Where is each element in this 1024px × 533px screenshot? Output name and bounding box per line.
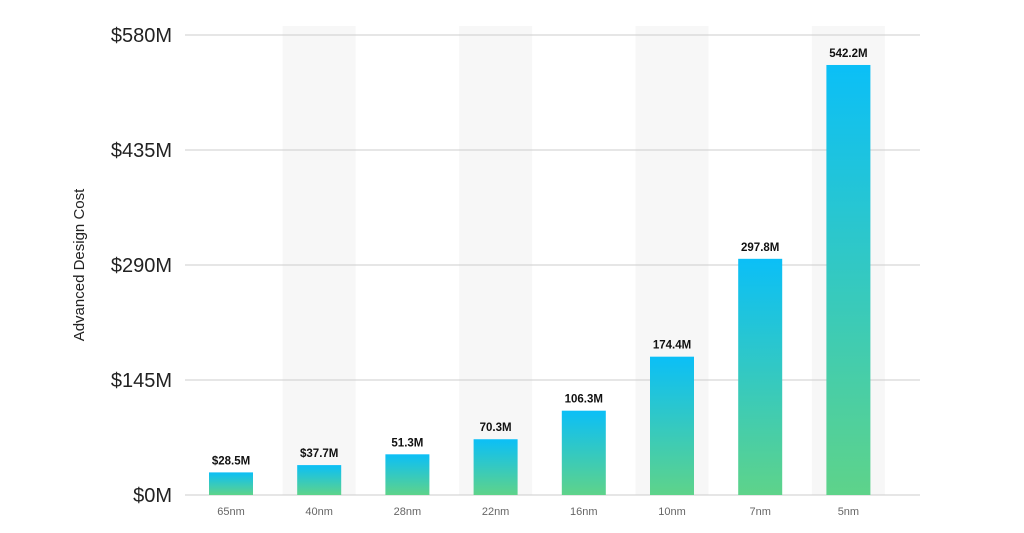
- x-tick-label: 22nm: [482, 506, 510, 518]
- data-label: 70.3M: [480, 422, 512, 434]
- bar: [738, 258, 783, 495]
- gridlines: [185, 34, 920, 496]
- data-label: $28.5M: [212, 455, 250, 467]
- x-axis-ticks: 65nm 40nm 28nm 22nm 16nm 10nm 7nm 5nm: [217, 506, 859, 518]
- y-axis-title: Advanced Design Cost: [71, 188, 88, 341]
- bar: [297, 465, 342, 495]
- bar: [826, 64, 871, 495]
- x-tick-label: 10nm: [658, 506, 686, 518]
- data-label: 106.3M: [565, 394, 603, 406]
- bar: [561, 410, 606, 495]
- data-label: 51.3M: [391, 437, 423, 449]
- y-axis-ticks: $0M $145M $290M $435M $580M: [111, 25, 172, 507]
- data-label: $37.7M: [300, 448, 338, 460]
- y-tick-label: $580M: [111, 25, 172, 47]
- background-band: [459, 26, 533, 495]
- y-tick-label: $290M: [111, 255, 172, 277]
- bars: [209, 64, 871, 495]
- y-tick-label: $435M: [111, 140, 172, 162]
- bar: [650, 356, 694, 495]
- bar: [473, 439, 518, 495]
- x-tick-label: 7nm: [749, 506, 770, 518]
- data-label: 297.8M: [741, 242, 779, 254]
- data-label: 542.2M: [829, 48, 867, 60]
- data-label: 174.4M: [653, 340, 691, 352]
- x-tick-label: 28nm: [394, 506, 422, 518]
- x-tick-label: 40nm: [305, 506, 333, 518]
- x-tick-label: 65nm: [217, 506, 245, 518]
- background-band: [282, 26, 356, 495]
- bar: [385, 454, 430, 495]
- bar: [209, 472, 253, 495]
- x-tick-label: 16nm: [570, 506, 598, 518]
- x-tick-label: 5nm: [838, 506, 859, 518]
- y-tick-label: $0M: [133, 485, 172, 507]
- y-tick-label: $145M: [111, 370, 172, 392]
- data-labels: $28.5M $37.7M 51.3M 70.3M 106.3M 174.4M 297.8M…: [212, 48, 868, 467]
